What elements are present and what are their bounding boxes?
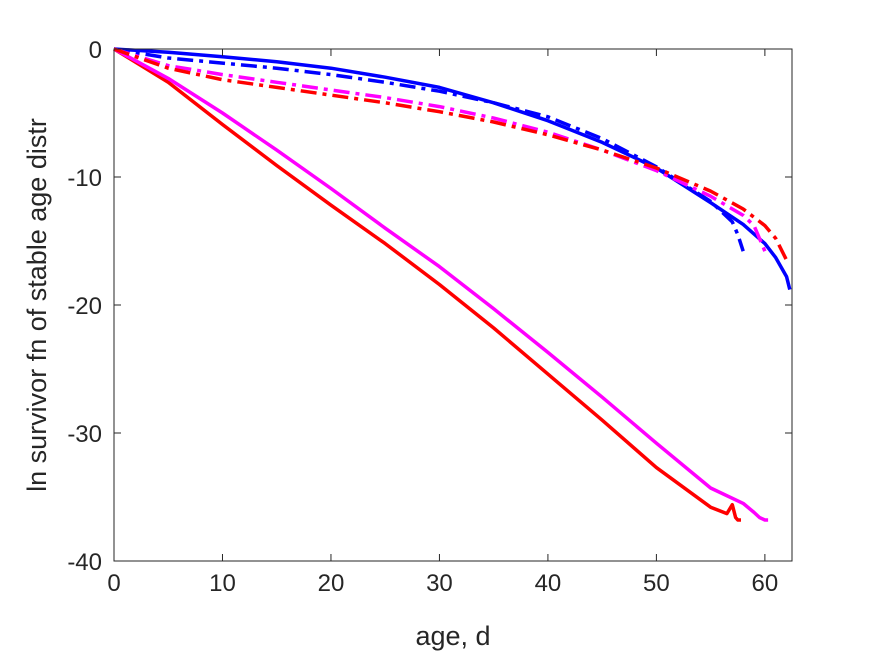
- x-tick-label: 50: [643, 570, 670, 597]
- x-tick-label: 0: [107, 570, 120, 597]
- series-line-2: [113, 47, 769, 522]
- series-line-6: [113, 47, 789, 261]
- series-line-5: [113, 47, 767, 252]
- x-axis-title: age, d: [415, 621, 490, 651]
- x-tick-label: 10: [209, 570, 236, 597]
- y-axis-title: ln survivor fn of stable age distr: [22, 118, 52, 492]
- y-tick-label: -30: [67, 421, 102, 448]
- y-tick-label: -40: [67, 549, 102, 576]
- y-tick-label: -10: [67, 165, 102, 192]
- x-tick-label: 40: [535, 570, 562, 597]
- tick-layer: 0 10 20 30 40 50 60 0 -10 -20 -30 -40: [67, 37, 792, 597]
- y-tick-label: -20: [67, 293, 102, 320]
- plot-area: [114, 49, 792, 561]
- series-line-4: [113, 47, 745, 252]
- series-line-1: [113, 47, 741, 522]
- x-tick-label: 60: [752, 570, 779, 597]
- x-tick-label: 30: [426, 570, 453, 597]
- y-tick-label: 0: [89, 37, 102, 64]
- series-layer: [113, 47, 792, 522]
- series-line-3: [113, 47, 792, 291]
- x-tick-label: 20: [318, 570, 345, 597]
